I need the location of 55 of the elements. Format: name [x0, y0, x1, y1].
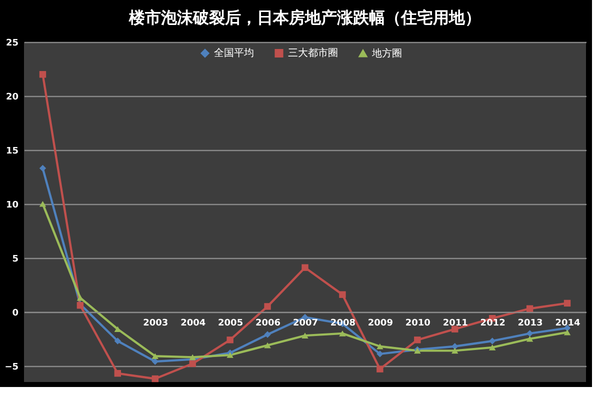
point	[302, 332, 308, 338]
legend-label: 全国平均	[214, 47, 254, 60]
point	[452, 326, 458, 332]
x-tick-label: 2006	[256, 318, 281, 328]
point	[526, 336, 534, 342]
point	[152, 353, 158, 359]
point	[152, 358, 158, 365]
point	[226, 336, 234, 344]
point	[526, 330, 534, 337]
y-tick-label: 10	[6, 200, 18, 210]
point	[376, 343, 384, 350]
point	[189, 360, 196, 368]
x-tick-label: 2004	[180, 318, 206, 328]
x-tick-label: 2009	[368, 318, 393, 328]
y-tick-label: 5	[12, 254, 18, 264]
point	[339, 330, 346, 336]
point	[152, 375, 158, 382]
x-tick-label: 2007	[292, 318, 318, 328]
y-tick-label: 20	[6, 92, 18, 102]
legend-label: 地方圈	[371, 47, 402, 60]
point	[264, 331, 271, 338]
point	[114, 338, 122, 344]
point	[264, 303, 271, 310]
point	[114, 370, 122, 377]
legend-label: 三大都市圈	[288, 47, 338, 60]
point	[226, 352, 234, 358]
point	[526, 305, 534, 312]
point	[564, 300, 571, 307]
point	[39, 164, 46, 172]
y-tick-label: 25	[6, 38, 18, 48]
point	[564, 329, 571, 336]
x-tick-label: 2014	[555, 318, 580, 328]
y-tick-label: −5	[4, 362, 18, 372]
x-tick-label: 2013	[518, 318, 543, 328]
point	[39, 71, 46, 78]
point	[452, 343, 458, 350]
x-tick-label: 2012	[480, 318, 506, 328]
point	[302, 264, 308, 271]
point	[339, 291, 346, 298]
point	[488, 338, 496, 344]
y-tick-label: 0	[12, 308, 18, 318]
point	[39, 201, 46, 207]
x-tick-label: 2003	[143, 318, 168, 328]
point	[452, 348, 458, 354]
x-tick-label: 2010	[405, 318, 430, 328]
point	[414, 336, 421, 344]
point	[376, 366, 384, 372]
point	[376, 350, 384, 358]
x-tick-label: 2011	[442, 318, 468, 328]
y-tick-label: 15	[6, 146, 18, 156]
chart-title: 楼市泡沫破裂后，日本房地产涨跌幅（住宅用地）	[128, 8, 481, 27]
point	[488, 344, 496, 350]
point	[189, 354, 196, 360]
x-tick-label: 2005	[218, 318, 244, 328]
point	[264, 342, 271, 348]
